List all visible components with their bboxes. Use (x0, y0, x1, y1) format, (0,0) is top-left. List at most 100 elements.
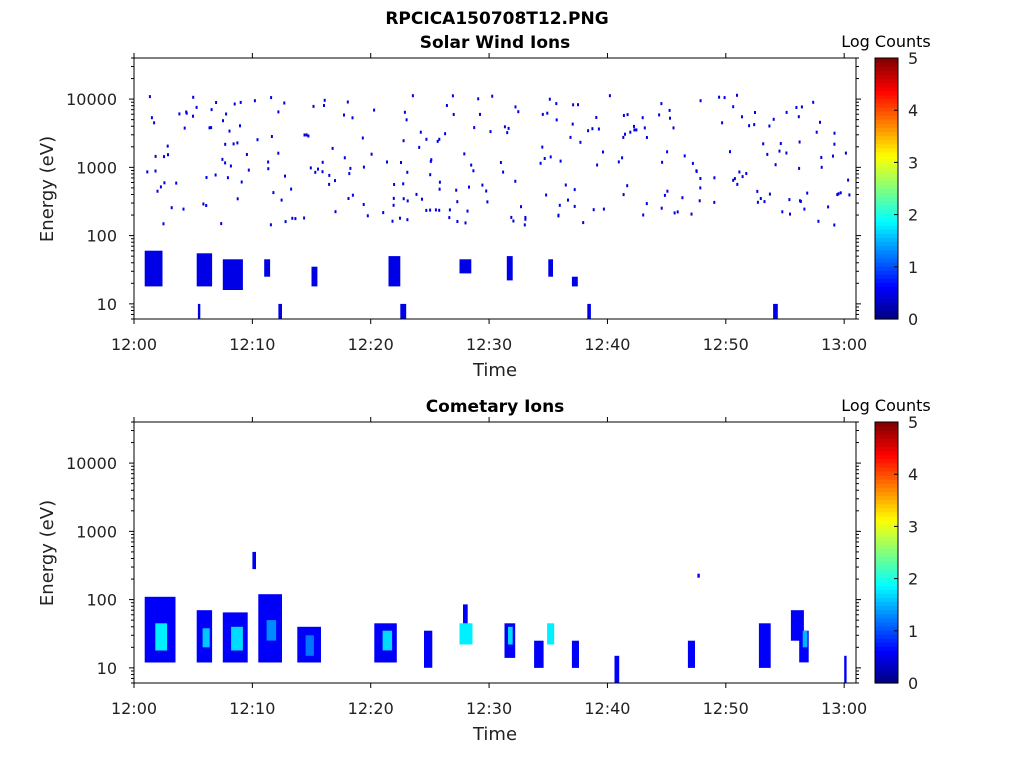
x-axis-label: Time (472, 724, 517, 745)
colorbar-tick-label: 3 (908, 153, 918, 172)
heatmap-cell (284, 220, 287, 224)
heatmap-cell (334, 210, 337, 214)
heatmap-cell (827, 205, 830, 209)
heatmap-cell (277, 110, 280, 114)
heatmap-cell (844, 151, 847, 155)
heatmap-cell (817, 219, 820, 223)
heatmap-cell (464, 221, 467, 225)
heatmap-cell (569, 135, 572, 139)
heatmap-cell (370, 152, 373, 156)
colorbar-segment (875, 552, 898, 558)
heatmap-cell (622, 114, 625, 117)
heatmap-cell (803, 207, 806, 211)
heatmap-cell (400, 303, 407, 319)
x-tick-label: 12:20 (348, 699, 394, 718)
heatmap-cell (402, 139, 405, 143)
y-tick-label: 100 (86, 591, 117, 610)
x-tick-label: 12:10 (229, 335, 275, 354)
colorbar-segment (875, 294, 898, 300)
heatmap-cell (231, 626, 243, 651)
heatmap-cell (362, 165, 365, 169)
heatmap-cell (373, 108, 376, 112)
colorbar-segment (875, 528, 898, 533)
heatmap-cell (192, 95, 195, 99)
heatmap-cell (321, 170, 324, 174)
heatmap-cell (202, 202, 205, 206)
colorbar-segment (875, 188, 898, 194)
heatmap-cell (277, 151, 280, 155)
heatmap-cell (732, 105, 735, 109)
colorbar-segment (875, 613, 898, 619)
colorbar-segment (875, 62, 898, 67)
heatmap-cell (833, 223, 836, 227)
heatmap-cell (202, 628, 210, 648)
heatmap-cell (558, 203, 561, 207)
heatmap-cell (470, 163, 473, 167)
heatmap-cell (406, 218, 409, 222)
y-tick-label: 1000 (76, 522, 117, 541)
heatmap-cell (756, 189, 759, 193)
colorbar-segment (875, 666, 898, 672)
colorbar-segment (875, 576, 898, 582)
heatmap-cell (614, 655, 620, 683)
heatmap-cell (269, 223, 272, 227)
colorbar-segment (875, 217, 898, 222)
colorbar-frame (874, 57, 899, 320)
heatmap-cell (687, 640, 695, 668)
colorbar-segment (875, 646, 898, 651)
heatmap-cell (406, 199, 409, 203)
heatmap-cell (699, 186, 702, 190)
heatmap-cell (520, 205, 522, 209)
heatmap-cell (753, 123, 756, 127)
heatmap-cell (779, 142, 782, 145)
heatmap-cell (438, 137, 441, 141)
y-tick-label: 100 (86, 227, 117, 246)
heatmap-cell (799, 199, 802, 203)
heatmap-cell (798, 140, 801, 144)
heatmap-cell (391, 219, 394, 223)
heatmap-cell (472, 169, 475, 173)
colorbar-segment (875, 123, 898, 128)
heatmap-cell (514, 179, 517, 183)
heatmap-cell (571, 122, 574, 126)
colorbar-segment (875, 58, 898, 63)
heatmap-cell (195, 105, 198, 109)
heatmap-cell (222, 259, 243, 290)
colorbar-segment (875, 115, 898, 120)
heatmap-cell (290, 187, 293, 191)
colorbar-segment (875, 658, 898, 664)
colorbar-segment (875, 237, 898, 243)
heatmap-cell (418, 145, 421, 149)
heatmap-cell (736, 182, 739, 186)
heatmap-cell (144, 250, 163, 287)
heatmap-cell (226, 176, 229, 180)
colorbar-segment (875, 605, 898, 611)
heatmap-cell (642, 213, 645, 217)
heatmap-cell (162, 222, 165, 226)
colorbar-segment (875, 479, 898, 484)
colorbar-segment (875, 168, 898, 173)
colorbar-segment (875, 536, 898, 541)
heatmap-cell (555, 118, 558, 122)
heatmap-cell (507, 126, 510, 130)
heatmap-cell (382, 630, 393, 651)
heatmap-cell (837, 192, 840, 196)
heatmap-cell (800, 105, 803, 109)
heatmap-cell (596, 163, 599, 167)
colorbar-segment (875, 589, 898, 594)
heatmap-cell (635, 128, 638, 132)
heatmap-cell (733, 177, 736, 181)
heatmap-cell (797, 115, 800, 119)
colorbar-segment (875, 634, 898, 639)
heatmap-cell (641, 116, 644, 120)
heatmap-cell (402, 197, 405, 201)
heatmap-cell (848, 193, 851, 197)
heatmap-cell (386, 160, 388, 164)
heatmap-cell (175, 181, 178, 185)
heatmap-cell (366, 214, 369, 218)
colorbar-segment (875, 176, 898, 181)
heatmap-cell (305, 635, 314, 656)
colorbar-segment (875, 617, 898, 623)
heatmap-cell (502, 170, 505, 174)
colorbar-tick-label: 0 (908, 310, 918, 329)
